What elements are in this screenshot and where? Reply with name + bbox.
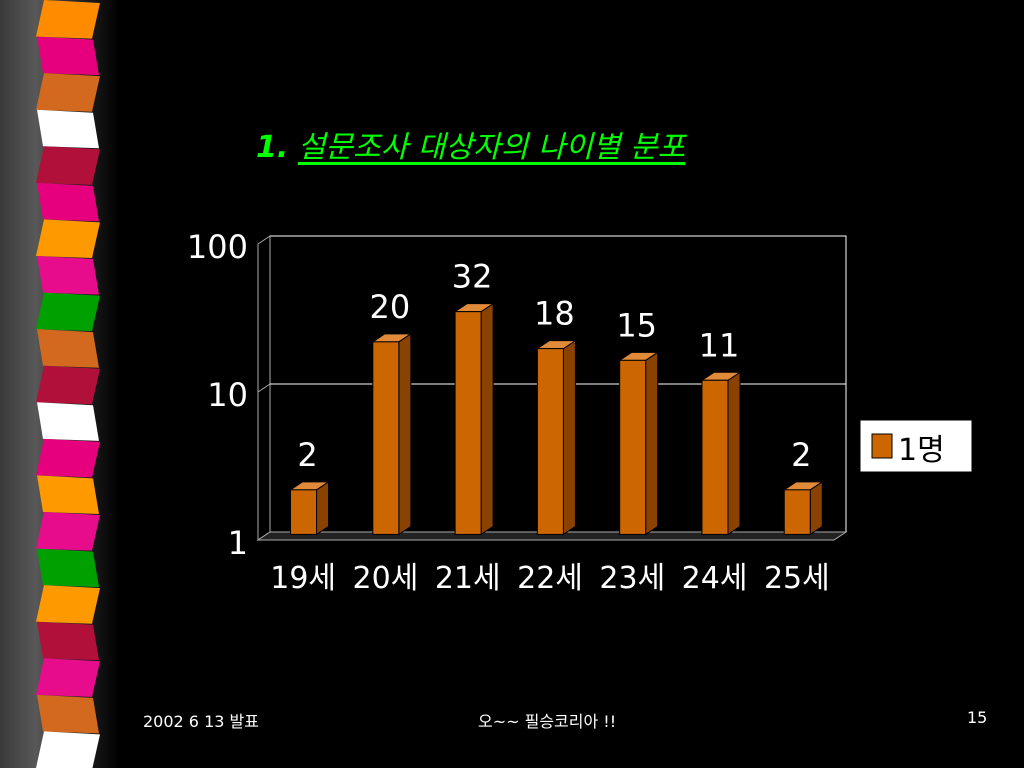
decorative-stripes <box>36 0 100 768</box>
stripe-segment <box>36 73 100 112</box>
y-tick-label: 100 <box>187 228 248 266</box>
y-gridline-side <box>257 383 271 393</box>
stripe-segment <box>37 402 99 441</box>
slide-title: 1. 설문조사 대상자의 나이별 분포 <box>256 122 685 166</box>
bar-side <box>727 371 741 536</box>
legend-swatch <box>871 433 893 459</box>
bar-data-label: 2 <box>297 436 317 474</box>
x-tick-label: 24세 <box>682 561 748 596</box>
stripe-segment <box>36 512 100 551</box>
bar-side <box>809 480 823 536</box>
stripe-segment <box>37 621 99 661</box>
bar <box>700 371 742 536</box>
bar-data-label: 15 <box>616 306 657 344</box>
stripe-segment <box>36 658 100 697</box>
stripe-segment <box>37 256 99 295</box>
stripe-segment <box>36 731 100 768</box>
slide-title-number: 1. <box>256 130 289 165</box>
stripe-segment <box>36 0 100 39</box>
bar-side <box>316 480 330 536</box>
x-tick-label: 20세 <box>353 561 419 596</box>
bar-front <box>536 348 564 535</box>
x-tick-label: 25세 <box>764 561 830 596</box>
slide-title-text: 설문조사 대상자의 나이별 분포 <box>297 130 686 165</box>
bar-front <box>454 311 482 535</box>
x-tick-label: 21세 <box>435 561 501 596</box>
footer-date: 2002 6 13 발표 <box>143 712 259 731</box>
x-tick-label: 23세 <box>599 561 665 596</box>
stripe-segment <box>36 219 100 258</box>
stripe-segment <box>37 109 99 149</box>
stripe-segment <box>37 475 99 514</box>
bar-side <box>480 302 494 536</box>
stripe-segment <box>36 438 100 478</box>
bar <box>288 480 331 536</box>
x-tick-label: 19세 <box>270 561 336 596</box>
decorative-stripe-panel <box>0 0 120 768</box>
stripe-segment <box>36 365 100 405</box>
bar <box>618 351 660 536</box>
bar-side <box>645 351 659 536</box>
bar <box>535 339 578 536</box>
bar-data-label: 18 <box>534 295 575 333</box>
bar-data-label: 11 <box>699 326 740 364</box>
footer-center-text: 오~~ 필승코리아 !! <box>478 712 617 731</box>
stripe-segment <box>36 292 100 332</box>
bar <box>453 302 495 536</box>
bar-data-label: 32 <box>452 258 493 296</box>
footer-page-number: 15 <box>967 708 988 727</box>
bar-front <box>372 341 400 535</box>
bar-side <box>398 332 412 536</box>
y-tick-label: 1 <box>228 524 248 562</box>
bar-side <box>562 339 576 536</box>
stripe-segment <box>36 146 100 185</box>
stripe-segment <box>37 329 99 368</box>
legend-label: 1명 <box>898 433 945 468</box>
plot-floor <box>256 531 848 541</box>
legend: 1명 <box>859 419 973 473</box>
stripe-segment <box>37 548 99 588</box>
stripe-segment <box>37 182 99 222</box>
bar-front <box>783 489 811 535</box>
bar <box>371 332 413 536</box>
bar-front <box>619 359 647 535</box>
stripe-segment <box>37 694 99 734</box>
stripe-segment <box>37 36 99 76</box>
stripe-segment <box>36 585 100 624</box>
bar-data-label: 2 <box>791 436 811 474</box>
bar-front <box>701 379 729 535</box>
bar-front <box>290 489 318 535</box>
y-tick-label: 10 <box>207 376 248 414</box>
bar-data-label: 20 <box>369 288 410 326</box>
x-tick-label: 22세 <box>517 561 583 596</box>
bar <box>782 480 824 536</box>
